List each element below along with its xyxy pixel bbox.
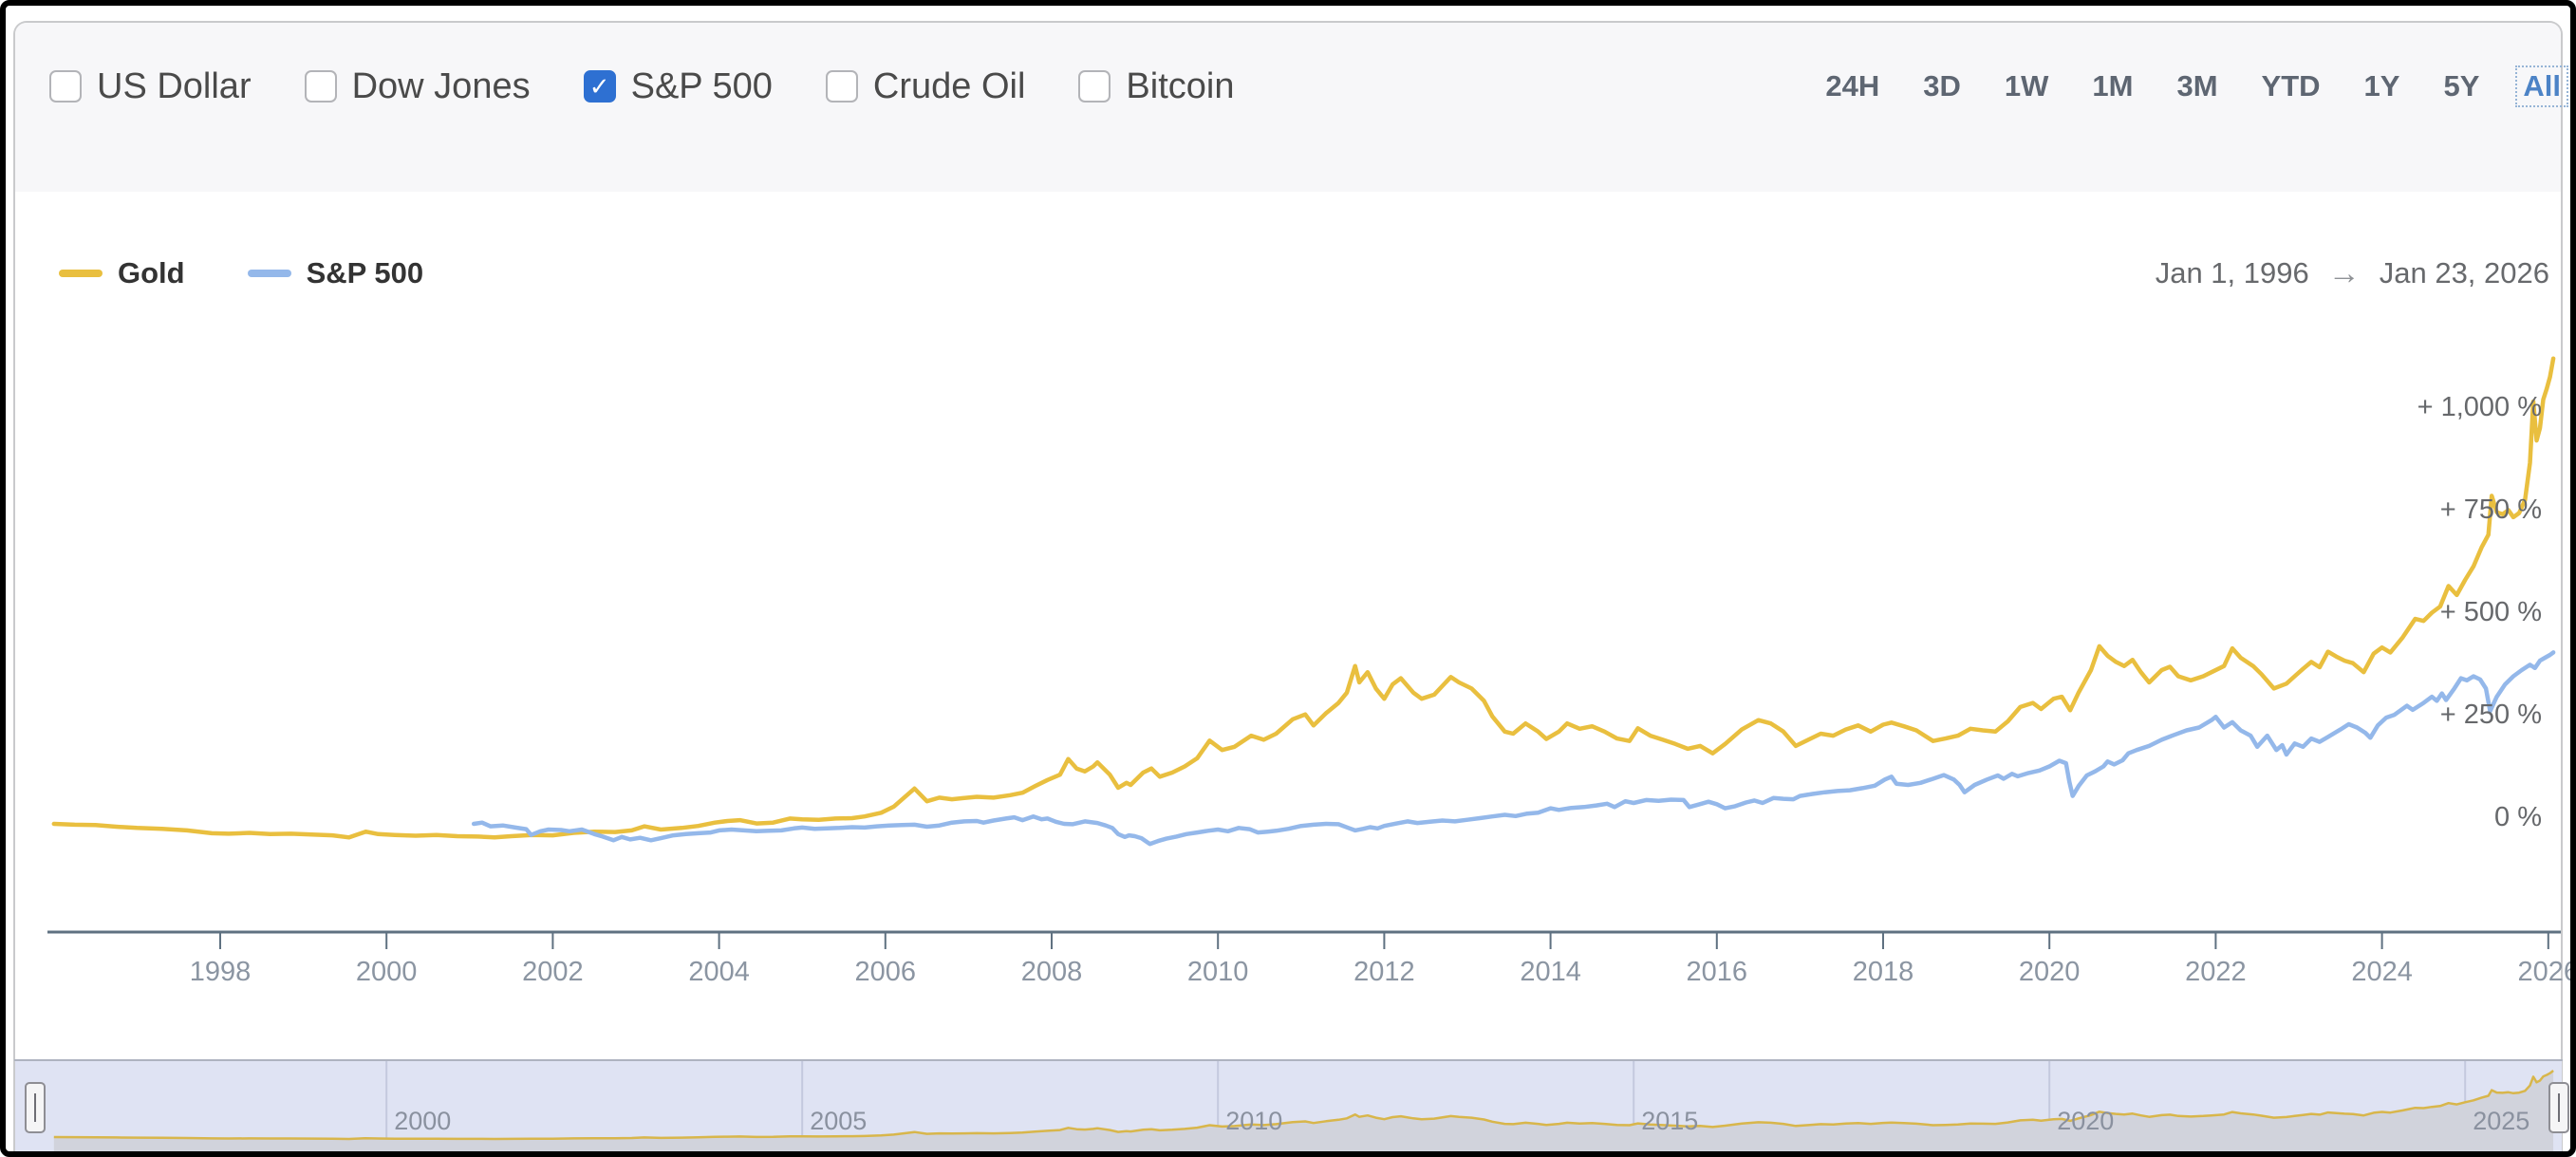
legend-item-s-p-500[interactable]: S&P 500 [247,256,424,290]
range-5y[interactable]: 5Y [2443,69,2480,103]
x-axis-label: 2020 [2018,957,2081,987]
x-axis-label: 2026 [2517,957,2576,987]
x-axis-label: 2010 [1186,957,1249,987]
range-3d[interactable]: 3D [1923,69,1961,103]
x-axis-label: 2014 [1520,957,1581,987]
arrow-right-icon: → [2327,254,2361,291]
series-toggles: US Dollar Dow Jones ✓ S&P 500 Crude Oil Bitco… [49,53,1234,120]
range-1m[interactable]: 1M [2092,69,2134,103]
navigator-year-label: 2015 [1641,1107,1699,1135]
range-3m[interactable]: 3M [2176,69,2218,103]
series-toggle-s-p-500[interactable]: ✓ S&P 500 [583,65,773,107]
series-toggle-label: S&P 500 [630,65,773,106]
unchecked-checkbox-icon[interactable] [49,70,82,103]
x-axis-label: 2008 [1020,957,1083,987]
series-toggle-us-dollar[interactable]: US Dollar [49,66,252,107]
legend-label: Gold [118,256,185,289]
y-axis-label: + 250 % [2439,700,2542,730]
navigator-year-label: 2000 [394,1107,452,1135]
chart-legend: Gold S&P 500 [59,251,423,296]
gold-series-line [51,356,2556,840]
toolbar [15,23,2561,192]
x-axis-label: 2004 [688,957,750,987]
range-selector: 24H 3D 1W 1M 3M YTD 1Y 5Y All [1803,53,2570,120]
y-axis-label: + 750 % [2439,495,2542,525]
series-toggle-label: Crude Oil [872,65,1026,106]
x-axis-label: 2022 [2185,957,2247,987]
s-p-500-series-line [471,650,2556,847]
x-axis-label: 2018 [1852,957,1914,987]
series-toggle-dow-jones[interactable]: Dow Jones [304,65,531,107]
navigator-year-label: 2010 [1225,1107,1283,1135]
range-1w[interactable]: 1W [2004,69,2049,103]
legend-item-gold[interactable]: Gold [59,256,185,290]
chart-card [13,21,2563,1157]
navigator-year-label: 2005 [810,1107,868,1135]
x-axis-label: 2012 [1353,957,1415,987]
x-axis-label: 2006 [854,957,917,987]
navigator-gold-line [53,1070,2554,1141]
y-axis-label: + 500 % [2439,597,2542,627]
navigator-year-label: 2020 [2057,1107,2115,1135]
x-axis-label: 1998 [189,957,252,987]
range-ytd[interactable]: YTD [2261,69,2321,103]
navigator-year-label: 2025 [2473,1107,2530,1135]
x-axis-label: 2024 [2351,957,2413,987]
x-axis-label: 2002 [522,957,584,987]
date-to[interactable]: Jan 23, 2026 [2379,256,2549,289]
navigator-area [53,1071,2554,1156]
legend-label: S&P 500 [306,256,424,289]
date-from[interactable]: Jan 1, 1996 [2155,256,2309,289]
unchecked-checkbox-icon[interactable] [825,70,858,103]
range-24h[interactable]: 24H [1825,69,1880,103]
date-range: Jan 1, 1996 → Jan 23, 2026 [2156,251,2549,296]
legend-dash-icon [247,270,291,277]
unchecked-checkbox-icon[interactable] [304,70,337,103]
series-toggle-label: Bitcoin [1126,65,1235,106]
x-axis-label: 2016 [1686,957,1748,987]
y-axis-label: + 1,000 % [2417,392,2542,422]
range-1y[interactable]: 1Y [2363,69,2400,103]
series-toggle-crude-oil[interactable]: Crude Oil [825,65,1026,107]
x-axis-label: 2000 [355,957,418,987]
series-toggle-label: Dow Jones [351,65,531,106]
series-toggle-bitcoin[interactable]: Bitcoin [1078,66,1234,107]
range-all[interactable]: All [2515,65,2568,107]
legend-dash-icon [59,270,103,277]
unchecked-checkbox-icon[interactable] [1078,70,1111,103]
checked-checkbox-icon[interactable]: ✓ [583,70,616,103]
y-axis-label: 0 % [2494,802,2542,832]
series-toggle-label: US Dollar [97,65,252,106]
